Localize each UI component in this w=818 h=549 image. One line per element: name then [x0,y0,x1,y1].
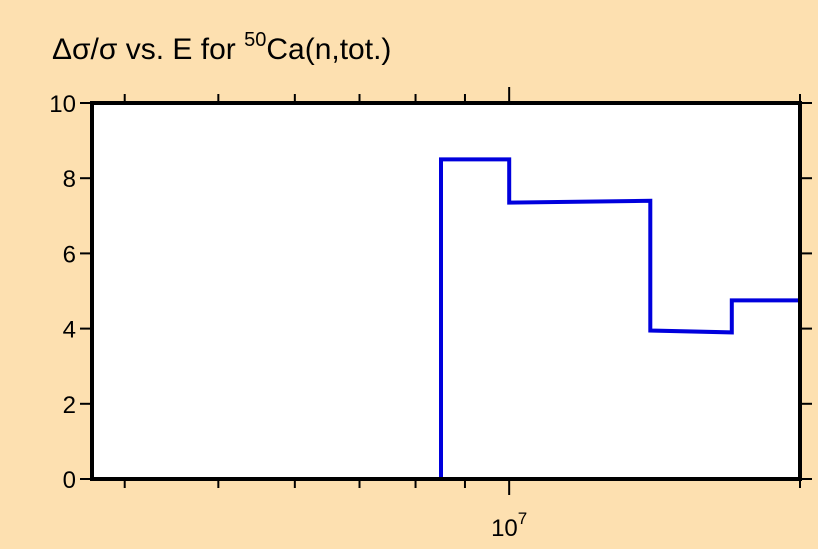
y-tick-label: 8 [63,166,76,193]
y-tick-label: 10 [49,91,76,118]
chart-title-suffix: Ca(n,tot.) [266,33,391,66]
x-tick-label: 107 [491,509,527,542]
plot-area [92,103,800,479]
axis-tick-labels: 0 2 4 6 8 10 107 [49,91,527,542]
y-tick-label: 0 [63,467,76,494]
y-tick-label: 4 [63,317,76,344]
y-tick-label: 6 [63,241,76,268]
plot-frame [90,101,802,481]
series-line [439,157,802,479]
y-tick-label: 2 [63,392,76,419]
chart-title: Δσ/σ vs. E for 50Ca(n,tot.) [52,29,391,66]
chart-title-superscript: 50 [244,29,266,51]
chart-title-prefix: Δσ/σ vs. E for [52,33,244,66]
